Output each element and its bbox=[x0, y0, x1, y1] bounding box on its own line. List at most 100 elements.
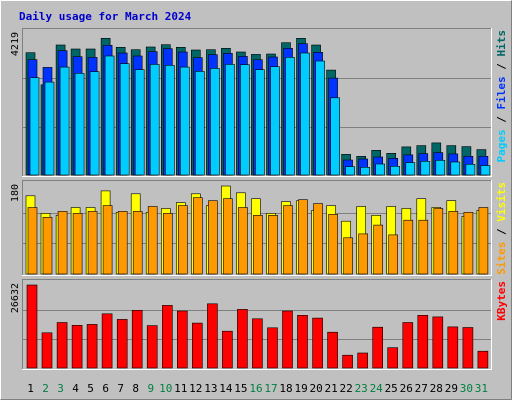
bar-pages-day-30 bbox=[465, 164, 476, 176]
day-label-7: 7 bbox=[117, 382, 124, 395]
day-label-25: 25 bbox=[385, 382, 398, 395]
bar-kbytes-day-21 bbox=[327, 331, 338, 369]
bar-sites-day-14 bbox=[223, 198, 233, 275]
bar-kbytes-day-4 bbox=[71, 324, 83, 369]
day-label-28: 28 bbox=[430, 382, 443, 395]
bar-sites-day-26 bbox=[403, 219, 414, 275]
bar-pages-day-21 bbox=[330, 97, 340, 176]
day-label-5: 5 bbox=[87, 382, 94, 395]
chart-title: Daily usage for March 2024 bbox=[19, 10, 192, 23]
day-label-6: 6 bbox=[102, 382, 109, 395]
bar-kbytes-day-1 bbox=[26, 284, 38, 369]
bar-sites-day-11 bbox=[178, 205, 188, 275]
day-label-4: 4 bbox=[72, 382, 79, 395]
bar-pages-day-3 bbox=[59, 66, 70, 176]
bar-sites-day-30 bbox=[463, 212, 474, 275]
bar-sites-day-7 bbox=[117, 211, 128, 275]
bar-kbytes-day-5 bbox=[86, 324, 98, 369]
legend-entry-sites: Sites bbox=[495, 242, 508, 275]
bar-pages-day-14 bbox=[225, 64, 235, 176]
bar-pages-day-29 bbox=[450, 161, 461, 176]
bar-kbytes-day-31 bbox=[477, 350, 489, 369]
bar-pages-day-9 bbox=[149, 64, 160, 176]
day-label-1: 1 bbox=[27, 382, 34, 395]
day-label-14: 14 bbox=[219, 382, 233, 395]
bar-sites-day-25 bbox=[388, 234, 399, 275]
bar-sites-day-24 bbox=[373, 224, 384, 275]
bar-pages-day-6 bbox=[104, 55, 115, 176]
bar-sites-day-1 bbox=[27, 207, 38, 275]
bar-pages-day-7 bbox=[119, 63, 130, 176]
bar-sites-day-19 bbox=[298, 199, 308, 275]
bar-sites-day-21 bbox=[328, 214, 338, 275]
bar-pages-day-20 bbox=[315, 60, 325, 176]
bar-pages-day-2 bbox=[44, 81, 55, 176]
bar-kbytes-day-6 bbox=[101, 313, 113, 369]
bar-sites-day-4 bbox=[72, 213, 83, 275]
day-label-3: 3 bbox=[57, 382, 64, 395]
bar-pages-day-24 bbox=[375, 163, 386, 176]
day-label-19: 19 bbox=[294, 382, 307, 395]
day-label-15: 15 bbox=[234, 382, 247, 395]
bar-sites-day-27 bbox=[418, 219, 429, 275]
bar-pages-day-26 bbox=[405, 162, 416, 176]
bar-sites-day-12 bbox=[193, 197, 203, 275]
bar-kbytes-day-7 bbox=[116, 319, 128, 369]
bar-sites-day-17 bbox=[268, 215, 278, 275]
day-label-27: 27 bbox=[415, 382, 428, 395]
bar-kbytes-day-14 bbox=[222, 330, 233, 369]
panel-visits-sites: 180 Sites / Visits bbox=[10, 180, 508, 276]
day-label-11: 11 bbox=[174, 382, 187, 395]
bar-kbytes-day-27 bbox=[417, 314, 429, 369]
day-label-26: 26 bbox=[400, 382, 413, 395]
ymax-label: 4219 bbox=[10, 32, 21, 56]
bar-kbytes-day-26 bbox=[402, 322, 414, 369]
legend-kbytes: KBytes bbox=[495, 281, 508, 321]
bar-sites-day-5 bbox=[87, 211, 98, 275]
bar-kbytes-day-30 bbox=[462, 327, 474, 369]
bar-pages-day-16 bbox=[255, 69, 265, 176]
bar-pages-day-13 bbox=[210, 68, 220, 176]
bar-sites-day-22 bbox=[343, 237, 353, 275]
bar-sites-day-3 bbox=[57, 211, 68, 275]
bar-pages-day-4 bbox=[74, 73, 85, 176]
bar-sites-day-13 bbox=[208, 200, 218, 275]
bar-sites-day-9 bbox=[147, 206, 158, 275]
bar-pages-day-19 bbox=[300, 52, 310, 176]
day-label-24: 24 bbox=[370, 382, 384, 395]
bar-sites-day-10 bbox=[163, 213, 173, 275]
bar-pages-day-10 bbox=[165, 65, 175, 176]
bar-kbytes-day-18 bbox=[282, 310, 293, 369]
day-label-18: 18 bbox=[279, 382, 292, 395]
bar-kbytes-day-29 bbox=[447, 326, 459, 369]
bar-pages-day-17 bbox=[270, 66, 280, 176]
day-label-16: 16 bbox=[249, 382, 262, 395]
day-label-30: 30 bbox=[460, 382, 473, 395]
day-label-2: 2 bbox=[42, 382, 49, 395]
bar-sites-day-6 bbox=[102, 205, 113, 275]
day-label-8: 8 bbox=[132, 382, 139, 395]
bar-sites-day-31 bbox=[478, 207, 489, 275]
bar-pages-day-15 bbox=[240, 64, 250, 176]
day-label-20: 20 bbox=[309, 382, 322, 395]
bar-pages-day-1 bbox=[29, 77, 40, 176]
legend-visits-sites: Sites / Visits bbox=[495, 182, 508, 275]
legend-entry-kbytes: KBytes bbox=[495, 281, 508, 321]
bar-kbytes-day-22 bbox=[342, 354, 353, 369]
day-label-29: 29 bbox=[445, 382, 458, 395]
bar-sites-day-29 bbox=[448, 211, 459, 275]
bar-pages-day-11 bbox=[180, 66, 190, 176]
day-label-31: 31 bbox=[475, 382, 488, 395]
bar-kbytes-day-11 bbox=[177, 310, 188, 369]
bar-pages-day-28 bbox=[435, 160, 446, 176]
bar-pages-day-25 bbox=[390, 166, 401, 176]
day-label-13: 13 bbox=[204, 382, 217, 395]
bar-pages-day-5 bbox=[89, 71, 100, 176]
legend-separator: / bbox=[495, 57, 508, 77]
bar-sites-day-8 bbox=[132, 211, 143, 275]
bar-pages-day-8 bbox=[134, 69, 145, 176]
chart-panels: 4219 Pages / Files / Hits 180 Sites / Visit… bbox=[10, 28, 508, 370]
bar-kbytes-day-19 bbox=[297, 314, 308, 369]
bar-sites-day-15 bbox=[238, 207, 248, 275]
